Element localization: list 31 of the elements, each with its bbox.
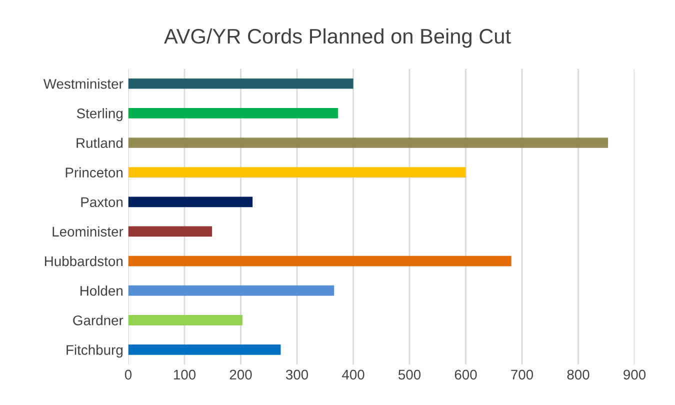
chart-title: AVG/YR Cords Planned on Being Cut (164, 28, 511, 48)
y-tick-label: Rutland (76, 138, 122, 148)
x-tick-label: 800 (567, 370, 590, 380)
y-tick-label: Hubbardston (45, 256, 122, 266)
x-tick-label: 400 (342, 370, 364, 380)
x-tick-label: 300 (286, 370, 308, 380)
bar (128, 108, 338, 118)
bar (128, 138, 608, 148)
y-tick-label: Princeton (66, 167, 122, 178)
y-tick-label: Leominister (52, 226, 124, 237)
y-tick-label: Sterling (76, 108, 122, 122)
x-tick-label: 0 (124, 370, 132, 380)
y-tick-label: Westminister (43, 78, 124, 89)
bar (128, 78, 354, 89)
bar (128, 196, 253, 208)
x-tick-label: 200 (230, 370, 252, 380)
bar (128, 285, 334, 296)
x-tick-label: 900 (624, 370, 646, 380)
x-tick-label: 500 (398, 370, 421, 380)
x-tick-label: 600 (454, 370, 477, 380)
x-tick-label: 100 (174, 370, 196, 380)
x-tick-label: 700 (511, 370, 534, 380)
y-tick-label: Fitchburg (66, 344, 122, 358)
bar (128, 167, 466, 178)
y-tick-label: Holden (80, 286, 122, 296)
bar (128, 314, 242, 326)
y-tick-label: Gardner (73, 315, 124, 326)
bar (128, 344, 281, 355)
y-tick-label: Paxton (81, 197, 122, 208)
bar (128, 226, 212, 237)
bar (128, 256, 512, 266)
